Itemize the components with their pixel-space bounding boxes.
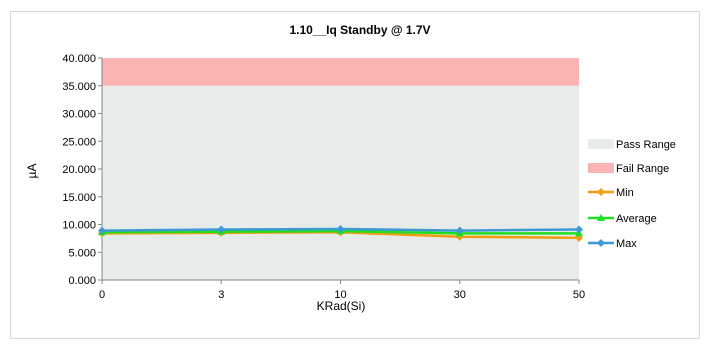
- legend: Pass Range Fail Range Min Average Max: [588, 139, 676, 250]
- legend-swatch-pass-range: [588, 139, 614, 149]
- x-axis-label: KRad(Si): [317, 299, 366, 313]
- legend-label: Max: [616, 238, 637, 250]
- x-tick-label: 10: [334, 289, 346, 301]
- legend-label: Min: [616, 187, 634, 199]
- band-fail-range: [102, 58, 579, 86]
- plot-bands: [102, 58, 579, 280]
- y-tick-label: 20.000: [62, 164, 96, 176]
- data-point-max: [98, 226, 106, 235]
- y-tick-label: 10.000: [62, 220, 96, 232]
- y-tick-label: 25.000: [62, 136, 96, 148]
- data-point-max: [575, 225, 583, 234]
- chart-title: 1.10__Iq Standby @ 1.7V: [289, 23, 430, 37]
- legend-label: Fail Range: [616, 163, 669, 175]
- x-tick-label: 0: [99, 289, 105, 301]
- data-point-max: [455, 226, 464, 235]
- legend-swatch-fail-range: [588, 163, 614, 173]
- y-tick-labels: 0.000 5.000 10.000 15.000 20.000 25.000 30.000…: [62, 53, 96, 287]
- x-tick-labels: 0 3 10 30 50: [99, 289, 585, 301]
- data-point-max: [336, 224, 345, 233]
- y-tick-label: 0.000: [68, 275, 96, 287]
- legend-label: Pass Range: [616, 139, 676, 151]
- series-layer: [98, 224, 583, 242]
- y-tick-label: 15.000: [62, 192, 96, 204]
- y-tick-label: 30.000: [62, 109, 96, 121]
- legend-label: Average: [616, 213, 657, 225]
- data-point-max: [217, 225, 226, 234]
- legend-marker-min: [597, 188, 605, 196]
- x-tick-label: 30: [454, 289, 466, 301]
- x-tick-label: 3: [218, 289, 224, 301]
- y-tick-label: 40.000: [62, 53, 96, 65]
- axes: [98, 57, 580, 284]
- legend-marker-max: [597, 239, 605, 247]
- y-tick-label: 5.000: [68, 247, 96, 259]
- series-max: [98, 224, 583, 235]
- y-axis-label: µA: [25, 164, 39, 179]
- legend-marker-average: [597, 214, 605, 221]
- band-pass-range: [102, 85, 579, 280]
- x-tick-label: 50: [573, 289, 585, 301]
- y-tick-label: 35.000: [62, 81, 96, 93]
